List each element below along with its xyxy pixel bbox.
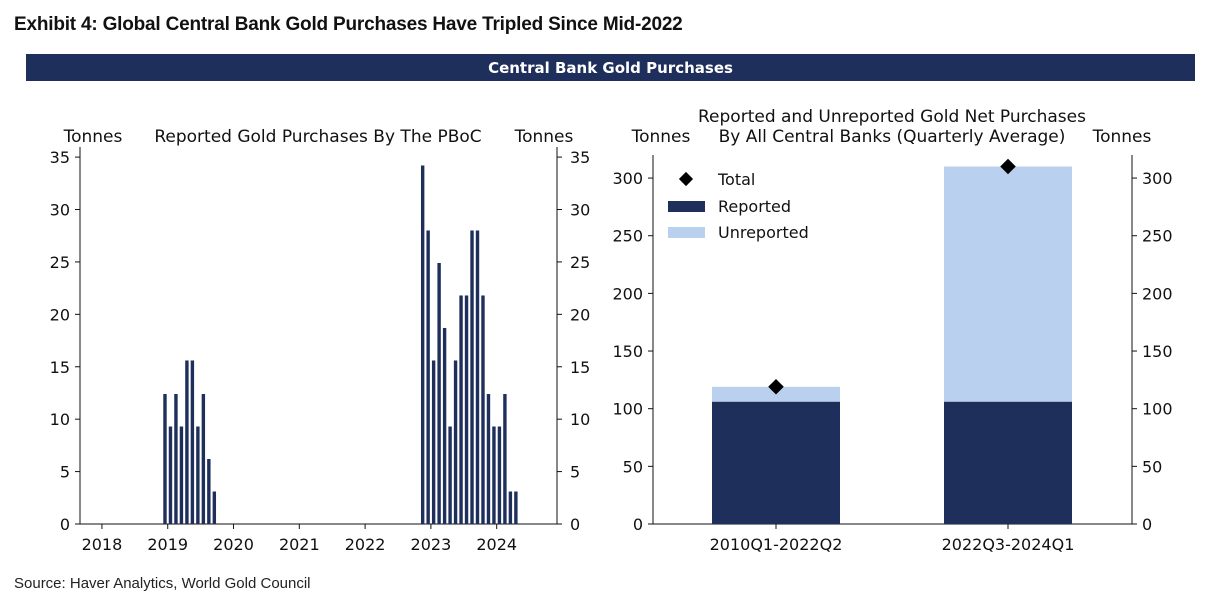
pboc-bar — [431, 360, 436, 524]
y-tick-label-right: 200 — [1142, 284, 1173, 303]
x-tick-label: 2024 — [476, 535, 517, 554]
pboc-bar — [486, 394, 491, 524]
x-tick-label: 2022 — [345, 535, 386, 554]
legend-total-marker — [678, 171, 694, 187]
y-tick-label-left: 35 — [50, 148, 70, 167]
pboc-bar — [503, 394, 507, 524]
x-tick-label: 2018 — [82, 535, 123, 554]
reported-bar — [944, 401, 1072, 524]
pboc-bar — [514, 491, 518, 524]
x-tick-label: 2023 — [411, 535, 452, 554]
pboc-bar — [426, 230, 430, 524]
pboc-bar — [475, 230, 480, 524]
y-tick-label-right: 5 — [570, 463, 580, 482]
x-tick-label: 2022Q3-2024Q1 — [942, 535, 1075, 554]
pboc-bar — [442, 327, 447, 524]
exhibit-title: Exhibit 4: Global Central Bank Gold Purc… — [14, 14, 683, 35]
pboc-bar — [508, 491, 513, 524]
y-tick-label-right: 25 — [570, 253, 590, 272]
y-tick-label-right: 20 — [570, 305, 590, 324]
y-tick-label-left: 0 — [633, 515, 643, 534]
pboc-bar — [492, 426, 496, 524]
y-tick-label-left: 20 — [50, 305, 70, 324]
y-tick-label-left: 150 — [612, 342, 643, 361]
legend-reported-label: Reported — [718, 197, 791, 216]
y-tick-label-left: 250 — [612, 227, 643, 246]
y-tick-label-right: 100 — [1142, 400, 1173, 419]
chart-title-line2: By All Central Banks (Quarterly Average) — [719, 127, 1066, 147]
y-tick-label-left: 30 — [50, 201, 70, 220]
pboc-bar — [481, 295, 485, 524]
pboc-bar — [174, 394, 178, 524]
legend-reported-swatch — [668, 201, 705, 212]
right-y-axis-label: Tonnes — [1092, 127, 1152, 147]
y-tick-label-right: 250 — [1142, 227, 1173, 246]
pboc-bar — [185, 360, 189, 524]
right-y-axis-label: Tonnes — [514, 127, 574, 147]
y-tick-label-left: 0 — [60, 515, 70, 534]
y-tick-label-left: 10 — [50, 410, 70, 429]
y-tick-label-right: 30 — [570, 201, 590, 220]
pboc-bar — [179, 426, 184, 524]
pboc-bar — [420, 165, 425, 524]
legend-unreported-swatch — [668, 227, 705, 238]
y-tick-label-right: 35 — [570, 148, 590, 167]
left-y-axis-label: Tonnes — [63, 127, 123, 147]
x-tick-label: 2020 — [213, 535, 254, 554]
y-tick-label-right: 0 — [570, 515, 580, 534]
pboc-bar — [453, 360, 458, 524]
pboc-bar — [207, 459, 211, 524]
pboc-bar — [163, 394, 167, 524]
pboc-bar — [212, 491, 217, 524]
pboc-bar — [470, 230, 474, 524]
y-tick-label-right: 300 — [1142, 169, 1173, 188]
y-tick-label-left: 5 — [60, 463, 70, 482]
pboc-bar — [168, 426, 173, 524]
pboc-bar — [437, 262, 441, 524]
pboc-bar — [448, 426, 452, 524]
pboc-bar — [201, 394, 206, 524]
y-tick-label-left: 15 — [50, 358, 70, 377]
unreported-bar — [944, 166, 1072, 402]
legend-total-label: Total — [717, 170, 755, 189]
reported-bar — [712, 401, 840, 524]
x-tick-label: 2010Q1-2022Q2 — [710, 535, 843, 554]
pboc-bar — [196, 426, 200, 524]
chart-title: Reported Gold Purchases By The PBoC — [154, 127, 481, 147]
legend-unreported-label: Unreported — [718, 223, 809, 242]
y-tick-label-right: 15 — [570, 358, 590, 377]
y-tick-label-right: 0 — [1142, 515, 1152, 534]
source-note: Source: Haver Analytics, World Gold Coun… — [14, 575, 311, 592]
y-tick-label-right: 50 — [1142, 457, 1162, 476]
y-tick-label-right: 150 — [1142, 342, 1173, 361]
y-tick-label-left: 50 — [623, 457, 643, 476]
y-tick-label-right: 10 — [570, 410, 590, 429]
chart-banner: Central Bank Gold Purchases — [26, 54, 1195, 81]
central-bank-purchases-chart: 0 0 50 50 100 100 150 150 200 200 250 250 300 300 Repo… — [612, 107, 1173, 554]
x-tick-label: 2019 — [147, 535, 188, 554]
y-tick-label-left: 25 — [50, 253, 70, 272]
pboc-bar — [464, 295, 469, 524]
x-tick-label: 2021 — [279, 535, 320, 554]
y-tick-label-left: 300 — [612, 169, 643, 188]
y-tick-label-left: 100 — [612, 400, 643, 419]
y-tick-label-left: 200 — [612, 284, 643, 303]
pboc-bar — [459, 295, 463, 524]
pboc-bar — [190, 360, 195, 524]
pboc-bar — [497, 426, 502, 524]
chart-title-line1: Reported and Unreported Gold Net Purchas… — [698, 107, 1086, 127]
left-y-axis-label: Tonnes — [631, 127, 691, 147]
